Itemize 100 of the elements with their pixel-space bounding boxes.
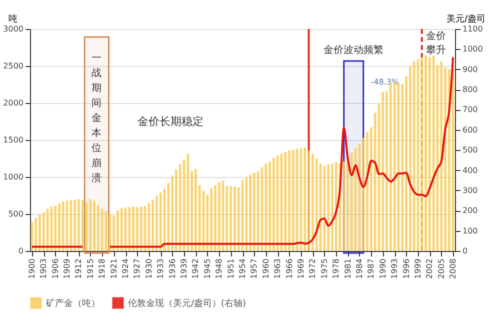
y2-tick-label: 100 [462,226,478,236]
bar [78,199,80,251]
bar [428,57,431,251]
bar [284,152,287,251]
x-tick-label: 1966 [284,258,294,279]
x-tick-label: 1933 [156,258,166,279]
x-tick-label: 1984 [354,258,364,279]
bar [178,164,182,251]
bar [58,204,60,251]
bar [272,158,275,251]
y2-tick-label: 1100 [462,24,483,34]
bar [132,206,134,251]
annotation: -48.3% [370,77,400,86]
y-axis-title: 吨 [8,14,18,24]
bar [194,168,197,251]
y2-tick-label: 1000 [462,44,483,54]
x-tick-label: 2008 [448,258,458,279]
bar [382,92,384,251]
bar [253,172,256,251]
y2-tick-label: 200 [462,206,478,216]
bar [34,218,38,251]
x-tick-label: 2002 [425,258,434,279]
x-tick-label: 1906 [50,258,60,279]
y2-tick-label: 400 [462,166,478,175]
x-tick-label: 1993 [390,258,400,279]
y2-tick-label: 300 [462,186,478,195]
y2-tick-label: 800 [462,85,478,94]
bar [136,207,138,251]
bar [159,192,162,251]
x-tick-label: 1921 [109,258,118,279]
bar [304,147,306,251]
ref-line-label: 金价攀升 [426,30,446,56]
x-tick-label: 1969 [296,258,306,279]
x-tick-label: 1924 [121,258,130,279]
y-tick-label: 1500 [3,136,24,144]
x-tick-label: 1930 [144,258,154,279]
annotation: 金价长期稳定 [137,115,204,128]
bar [81,200,84,251]
x-tick-label: 1972 [308,258,318,279]
x-tick-label: 1918 [98,258,107,279]
bar [327,164,330,251]
x-tick-label: 1912 [74,258,84,279]
bar [296,148,298,251]
bar [308,150,310,251]
bar [42,212,45,251]
text: 一战期间金本位崩溃 [92,53,102,184]
x-tick-label: 1960 [261,258,270,279]
y2-tick-label: 600 [462,125,478,134]
bar [249,174,252,251]
bar [288,150,290,251]
bar [366,132,368,251]
bar [312,154,314,251]
bar [264,164,268,251]
y2-tick-label: 900 [462,64,478,74]
bar [120,208,123,251]
bar [389,83,392,251]
bar [420,57,424,251]
x-tick-label: 1909 [62,258,72,279]
y-tick-label: 0 [18,246,24,256]
bar [346,156,349,251]
y-tick-label: 2500 [3,62,24,70]
bar [424,56,427,251]
y2-tick-label: 0 [462,246,468,256]
bar [268,161,271,251]
bar [214,185,216,251]
bar [62,201,64,251]
x-tick-label: 1927 [132,258,142,279]
y-tick-label: 2000 [3,98,24,108]
y-tick-label: 3000 [3,24,24,34]
legend-label: 矿产金（吨） [45,298,100,309]
bar [234,186,236,251]
bar [38,214,41,251]
bar [156,196,158,251]
bar [276,156,279,251]
x-tick-label: 1996 [402,258,411,279]
legend-label: 伦敦金现（美元/盎司）(右轴) [128,298,246,309]
bar [256,171,260,251]
bar [230,186,232,251]
bar [331,164,334,251]
x-tick-label: 1936 [168,258,177,279]
bar [245,177,248,251]
x-tick-label: 1903 [39,258,48,279]
bar [74,200,76,251]
bar [100,208,104,251]
x-tick-label: 1978 [332,258,341,279]
x-tick-label: 1957 [250,258,259,279]
bar [54,206,57,251]
y-tick-label: 1000 [3,172,24,182]
x-tick-label: 1975 [320,258,329,279]
bar [140,206,142,251]
x-tick-label: 1987 [366,258,376,279]
x-tick-label: 1963 [273,258,282,279]
bar [210,188,212,251]
x-tick-label: 1999 [413,258,422,279]
band-label: 金价波动频繁 [324,44,384,56]
x-tick-label: 1954 [238,258,247,279]
y2-tick-label: 500 [462,146,478,155]
y2-axis-title: 美元/盎司 [446,14,486,24]
x-tick-label: 2005 [436,258,446,279]
bar [93,200,96,251]
